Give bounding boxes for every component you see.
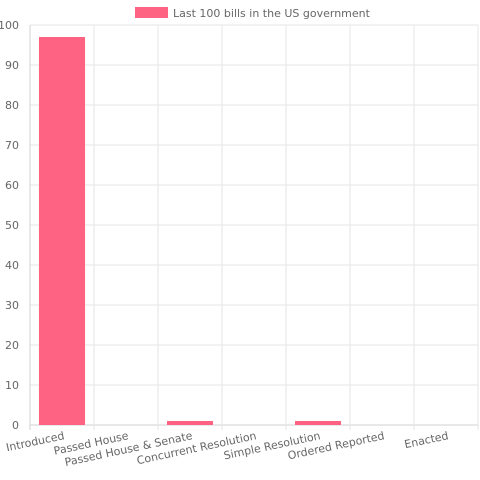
y-tick-label: 60: [5, 179, 19, 192]
y-tick-label: 10: [5, 379, 19, 392]
legend-swatch: [135, 7, 168, 18]
x-tick-label: Enacted: [403, 429, 450, 451]
y-tick-label: 100: [0, 19, 19, 32]
y-tick-label: 70: [5, 139, 19, 152]
y-axis: 0 10 20 30 40 50 60 70 80 90 100: [0, 19, 19, 432]
y-tick-label: 80: [5, 99, 19, 112]
bar[interactable]: [294, 421, 342, 425]
y-tick-label: 90: [5, 59, 19, 72]
y-tick-label: 0: [12, 419, 19, 432]
bar[interactable]: [166, 421, 214, 425]
y-tick-label: 50: [5, 219, 19, 232]
y-tick-label: 40: [5, 259, 19, 272]
y-tick-label: 30: [5, 299, 19, 312]
legend-label: Last 100 bills in the US government: [173, 7, 371, 20]
grid: [29, 24, 479, 430]
bar[interactable]: [38, 37, 86, 425]
y-tick-label: 20: [5, 339, 19, 352]
legend[interactable]: Last 100 bills in the US government: [135, 7, 371, 20]
bars: [38, 37, 342, 425]
